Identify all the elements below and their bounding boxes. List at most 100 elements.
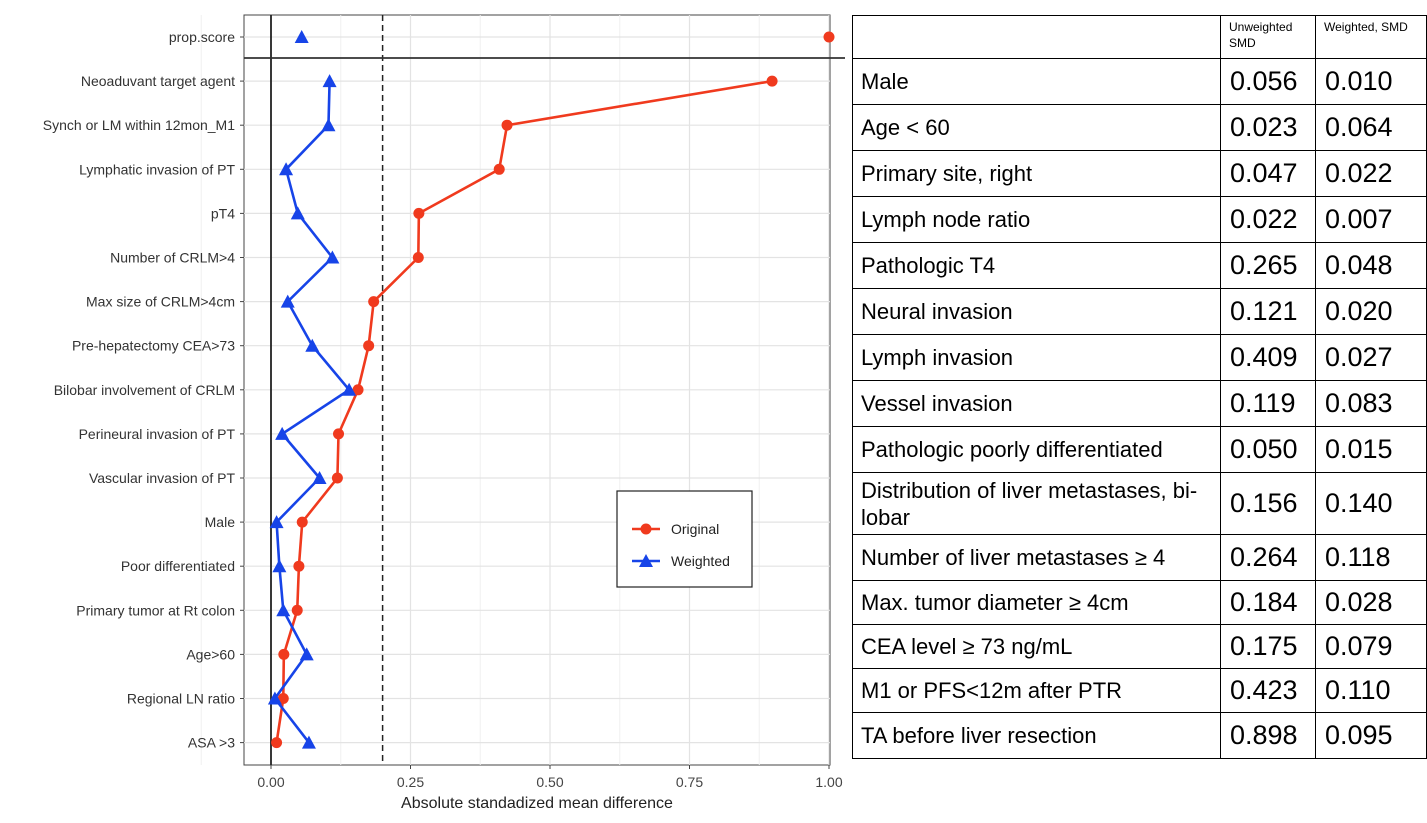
weighted-smd: 0.015 <box>1315 426 1427 473</box>
original-point <box>333 428 345 440</box>
y-tick-label: Number of CRLM>4 <box>110 250 235 266</box>
y-tick-label: Pre-hepatectomy CEA>73 <box>72 338 235 354</box>
original-point <box>412 252 424 263</box>
row-label: Pathologic T4 <box>852 242 1221 289</box>
original-point <box>331 472 343 484</box>
original-point <box>413 207 425 219</box>
weighted-point <box>301 735 316 749</box>
weighted-point <box>322 74 337 88</box>
y-tick-label: Max size of CRLM>4cm <box>86 294 235 310</box>
weighted-point <box>325 250 340 264</box>
original-point <box>766 75 778 87</box>
original-point <box>368 296 380 308</box>
unweighted-smd: 0.156 <box>1220 472 1316 535</box>
table-row: Pathologic poorly differentiated 0.050 0.0… <box>852 426 1427 473</box>
original-point <box>278 648 290 660</box>
row-label: Distribution of liver metastases, bi-lob… <box>852 472 1221 535</box>
original-point <box>823 31 835 43</box>
weighted-point <box>342 382 357 396</box>
y-tick-label: Bilobar involvement of CRLM <box>54 382 235 398</box>
legend-box <box>616 490 753 588</box>
table-header-unweighted: Unweighted SMD <box>1220 15 1316 59</box>
unweighted-smd: 0.264 <box>1220 534 1316 581</box>
weighted-smd: 0.083 <box>1315 380 1427 427</box>
table-row: Male 0.056 0.010 <box>852 58 1427 105</box>
original-point <box>271 737 283 749</box>
unweighted-smd: 0.265 <box>1220 242 1316 289</box>
weighted-smd: 0.110 <box>1315 668 1427 713</box>
weighted-smd: 0.140 <box>1315 472 1427 535</box>
y-tick-label: Primary tumor at Rt colon <box>76 602 235 618</box>
table-row: Primary site, right 0.047 0.022 <box>852 150 1427 197</box>
table-row: Pathologic T4 0.265 0.048 <box>852 242 1427 289</box>
legend-label-weighted: Weighted <box>671 553 730 569</box>
y-tick-label: Vascular invasion of PT <box>89 470 235 486</box>
weighted-point <box>280 294 295 308</box>
table-row: Age < 60 0.023 0.064 <box>852 104 1427 151</box>
weighted-smd: 0.079 <box>1315 624 1427 669</box>
weighted-point <box>294 30 309 43</box>
weighted-point <box>321 118 336 132</box>
x-tick-label: 1.00 <box>815 774 842 790</box>
weighted-smd: 0.064 <box>1315 104 1427 151</box>
table-row: Number of liver metastases ≥ 4 0.264 0.118 <box>852 534 1427 581</box>
original-point <box>363 340 375 352</box>
y-tick-label: Neoaduvant target agent <box>81 73 235 89</box>
y-tick-label: Regional LN ratio <box>127 691 235 707</box>
table-row: Max. tumor diameter ≥ 4cm 0.184 0.028 <box>852 580 1427 625</box>
weighted-smd: 0.020 <box>1315 288 1427 335</box>
x-tick-label: 0.75 <box>676 774 703 790</box>
table-row: Neural invasion 0.121 0.020 <box>852 288 1427 335</box>
y-tick-label: Perineural invasion of PT <box>79 426 236 442</box>
weighted-point <box>267 691 282 705</box>
weighted-smd: 0.028 <box>1315 580 1427 625</box>
x-tick-label: 0.50 <box>536 774 563 790</box>
unweighted-smd: 0.119 <box>1220 380 1316 427</box>
table-row: CEA level ≥ 73 ng/mL 0.175 0.079 <box>852 624 1427 669</box>
row-label: Neural invasion <box>852 288 1221 335</box>
y-tick-label: Poor differentiated <box>121 558 235 574</box>
weighted-smd: 0.027 <box>1315 334 1427 381</box>
row-label: CEA level ≥ 73 ng/mL <box>852 624 1221 669</box>
row-label: Pathologic poorly differentiated <box>852 426 1221 473</box>
love-plot: prop.score Neoaduvant target agent Synch o… <box>43 14 845 812</box>
weighted-point <box>279 162 294 176</box>
table-row: Lymph invasion 0.409 0.027 <box>852 334 1427 381</box>
row-label: Max. tumor diameter ≥ 4cm <box>852 580 1221 625</box>
y-tick-label: Age>60 <box>186 646 235 662</box>
x-tick-label: 0.25 <box>397 774 424 790</box>
y-tick-label: Male <box>205 514 236 530</box>
weighted-point <box>299 647 314 661</box>
love-plot-svg: prop.score Neoaduvant target agent Synch o… <box>43 14 845 812</box>
original-point <box>501 119 513 131</box>
legend-key-weighted-point <box>639 554 653 567</box>
original-point <box>352 384 364 396</box>
unweighted-smd: 0.898 <box>1220 712 1316 759</box>
unweighted-smd: 0.022 <box>1220 196 1316 243</box>
table-row: Vessel invasion 0.119 0.083 <box>852 380 1427 427</box>
table-header-row: Unweighted SMD Weighted, SMD <box>852 15 1427 59</box>
row-label: Age < 60 <box>852 104 1221 151</box>
table-header-weighted: Weighted, SMD <box>1315 15 1427 59</box>
original-point <box>493 163 505 175</box>
unweighted-smd: 0.121 <box>1220 288 1316 335</box>
unweighted-smd: 0.184 <box>1220 580 1316 625</box>
unweighted-smd: 0.047 <box>1220 150 1316 197</box>
weighted-point <box>290 206 305 220</box>
original-point <box>296 516 308 528</box>
weighted-smd: 0.095 <box>1315 712 1427 759</box>
y-tick-label: pT4 <box>211 205 235 221</box>
weighted-point <box>272 559 287 573</box>
row-label: Vessel invasion <box>852 380 1221 427</box>
x-tick-label: 0.00 <box>257 774 284 790</box>
original-point <box>277 693 289 704</box>
row-label: Lymph node ratio <box>852 196 1221 243</box>
row-label: Number of liver metastases ≥ 4 <box>852 534 1221 581</box>
row-label: Lymph invasion <box>852 334 1221 381</box>
y-tick-label: Synch or LM within 12mon_M1 <box>43 117 235 133</box>
y-tick-label: Lymphatic invasion of PT <box>79 161 235 177</box>
unweighted-smd: 0.423 <box>1220 668 1316 713</box>
series-line-original <box>275 79 773 743</box>
table-row: M1 or PFS<12m after PTR 0.423 0.110 <box>852 668 1427 713</box>
unweighted-smd: 0.409 <box>1220 334 1316 381</box>
